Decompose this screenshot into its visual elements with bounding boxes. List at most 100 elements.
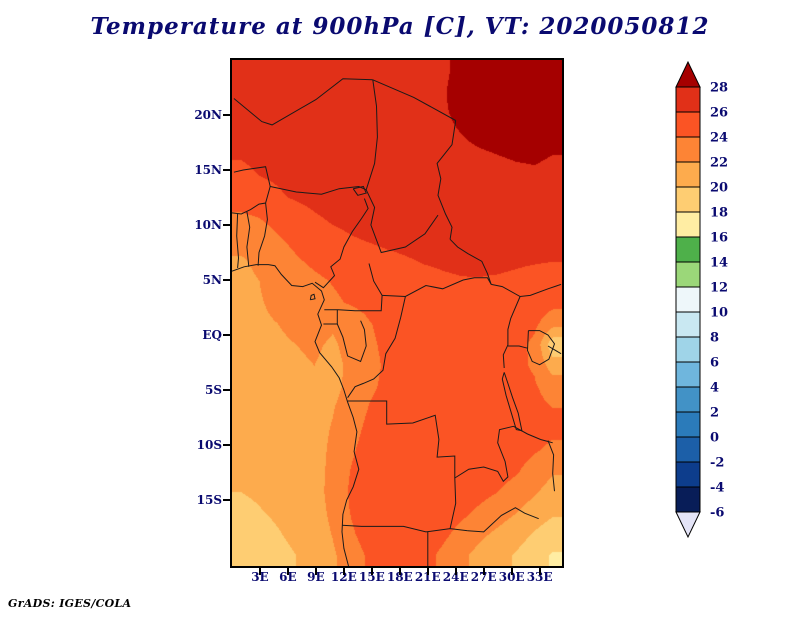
x-tick-label-18E: 18E [386,570,413,584]
x-tick-mark [510,568,513,575]
x-tick-mark [370,568,373,575]
y-tick-mark [223,334,230,336]
map-border-western-rift [502,296,521,369]
colorbar-arrow-top [675,60,701,88]
map-border-mali-niger-nigeria [233,166,367,195]
x-tick-label-3E: 3E [251,570,269,584]
plot-title: Temperature at 900hPa [C], VT: 202005081… [90,13,710,40]
map-border-lake-chad [352,185,367,196]
colorbar-segment--6--4 [675,486,701,513]
x-tick-mark [538,568,541,575]
x-tick-mark [398,568,401,575]
x-tick-label-24E: 24E [442,570,469,584]
colorbar-label-20: 20 [710,181,728,196]
colorbar-label-0: 0 [710,431,719,446]
colorbar-segment-4-6 [675,361,701,388]
map-border-lake-malawi [547,440,555,492]
map-border-burkina-south [232,186,271,215]
map-border-cameroon-congo [324,295,383,312]
colorbar-segment--2-0 [675,436,701,463]
map-border-eq-guinea [323,309,338,325]
x-tick-label-15E: 15E [358,570,385,584]
map-border-uganda-tanzania [507,345,528,349]
x-tick-mark [258,568,261,575]
x-tick-mark [286,568,289,575]
map-border-car-south [382,277,492,298]
map-border-kenya-tanzania [547,345,562,355]
x-tick-mark [426,568,429,575]
map-border-lake-tanganyika [501,372,523,432]
colorbar-segment-8-10 [675,311,701,338]
map-border-chad-libya [372,79,456,121]
grads-credit-label: GrADS: IGES/COLA [8,597,132,610]
y-tick-label-10S: 10S [196,438,222,452]
map-area [230,58,564,568]
colorbar-label-18: 18 [710,206,728,221]
map-border-nigeria-cameroon [314,198,369,289]
colorbar-segment-22-24 [675,136,701,163]
y-tick-mark [223,169,230,171]
y-tick-label-5S: 5S [204,383,222,397]
map-border-chad-car [365,189,439,254]
colorbar-label--6: -6 [710,506,724,521]
x-tick-mark [342,568,345,575]
colorbar-label-28: 28 [710,81,728,96]
map-border-ssudan-uganda [491,283,562,298]
x-tick-label-27E: 27E [470,570,497,584]
colorbar-segment-24-26 [675,111,701,138]
colorbar-segment-2-4 [675,386,701,413]
x-tick-mark [314,568,317,575]
colorbar-segment-0-2 [675,411,701,438]
colorbar-label--2: -2 [710,456,724,471]
map-border-togo-benin [246,211,251,267]
y-tick-mark [223,279,230,281]
colorbar-label-10: 10 [710,306,728,321]
y-tick-mark [223,444,230,446]
map-border-coastline-west-africa [232,264,360,566]
map-border-angola-zambia [449,477,457,529]
colorbar-segment-12-14 [675,261,701,288]
map-border-benin-nigeria [257,202,268,266]
x-tick-label-9E: 9E [307,570,325,584]
x-tick-label-12E: 12E [330,570,357,584]
colorbar-label-12: 12 [710,281,728,296]
map-border-zambezi [467,507,539,533]
colorbar-label-26: 26 [710,106,728,121]
temperature-shaded-field-canvas [232,60,562,566]
colorbar-label-14: 14 [710,256,728,271]
map-border-lake-victoria [526,330,556,366]
colorbar-label-16: 16 [710,231,728,246]
map-border-tanzania-zambia [513,425,553,444]
country-borders-overlay [232,78,562,566]
x-tick-mark [482,568,485,575]
colorbar-label-8: 8 [710,331,719,346]
colorbar-segment-20-22 [675,161,701,188]
colorbar-label-4: 4 [710,381,719,396]
y-tick-mark [223,389,230,391]
map-border-sahara-diagonal [233,78,373,126]
map-border-bioko-island [309,293,316,301]
x-tick-label-30E: 30E [498,570,525,584]
colorbar-label--4: -4 [710,481,724,496]
colorbar-label-24: 24 [710,131,728,146]
y-tick-mark [223,114,230,116]
map-border-drc-zambia [454,425,514,483]
y-tick-label-5N: 5N [202,273,222,287]
colorbar-label-6: 6 [710,356,719,371]
y-tick-label-15S: 15S [196,493,222,507]
colorbar-segment-14-16 [675,236,701,263]
colorbar-segment-18-20 [675,186,701,213]
colorbar-segment--4--2 [675,461,701,488]
colorbar-label-22: 22 [710,156,728,171]
x-tick-label-6E: 6E [279,570,297,584]
y-tick-label-10N: 10N [194,218,222,232]
map-border-gabon-congo [336,320,367,363]
colorbar-segment-10-12 [675,286,701,313]
y-tick-label-20N: 20N [194,108,222,122]
y-tick-mark [223,224,230,226]
x-tick-mark [454,568,457,575]
map-border-angola-namibia [341,524,468,533]
map-border-drc-angola [347,400,456,478]
